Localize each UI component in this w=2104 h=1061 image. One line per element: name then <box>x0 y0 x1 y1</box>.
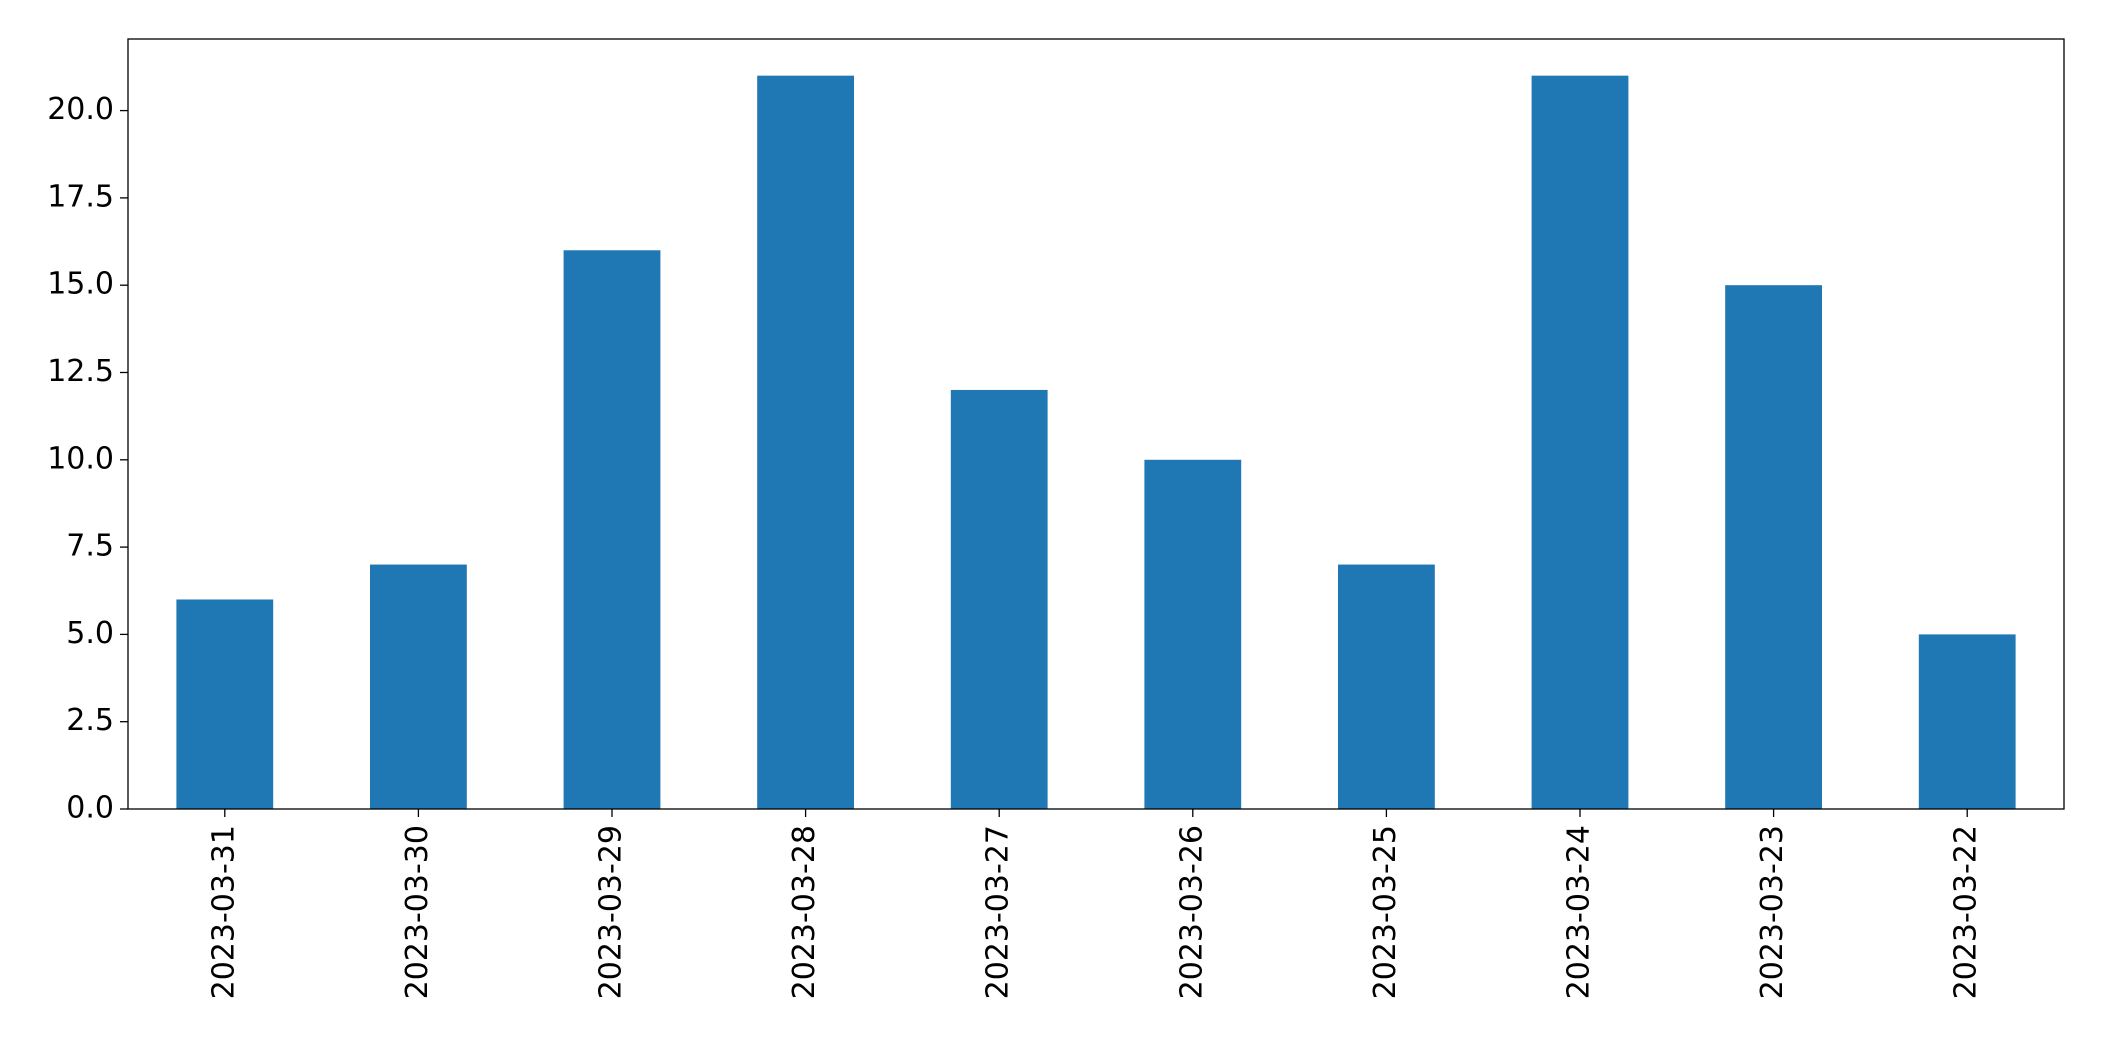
plot-frame <box>127 38 2065 810</box>
y-tick-label: 15.0 <box>47 267 114 302</box>
y-tick-label: 7.5 <box>66 529 114 564</box>
bar <box>176 599 274 809</box>
y-tick-label: 10.0 <box>47 441 114 476</box>
x-tick-label: 2023-03-28 <box>787 825 822 999</box>
x-tick-label: 2023-03-23 <box>1755 825 1790 999</box>
x-tick-label: 2023-03-26 <box>1174 825 1209 999</box>
y-tick-label: 20.0 <box>47 92 114 127</box>
y-tick-label: 0.0 <box>66 791 114 826</box>
bar <box>370 564 467 809</box>
bar <box>563 250 661 809</box>
y-tick-label: 2.5 <box>66 703 114 738</box>
x-tick-label: 2023-03-31 <box>206 825 241 999</box>
x-tick-label: 2023-03-29 <box>594 825 629 999</box>
bar <box>1918 634 2016 809</box>
y-tick-label: 17.5 <box>47 179 114 214</box>
bar <box>757 75 854 809</box>
bar <box>1725 285 1822 809</box>
x-tick-label: 2023-03-24 <box>1562 825 1597 999</box>
x-tick-label: 2023-03-27 <box>981 825 1016 999</box>
x-tick-label: 2023-03-25 <box>1368 825 1403 999</box>
x-tick-label: 2023-03-30 <box>400 825 435 999</box>
x-tick-label: 2023-03-22 <box>1949 825 1984 999</box>
bar <box>1144 459 1242 809</box>
y-tick-label: 12.5 <box>47 354 114 389</box>
bar <box>1531 75 1629 809</box>
bar <box>950 389 1048 809</box>
y-tick-label: 5.0 <box>66 616 114 651</box>
bar <box>1338 564 1435 809</box>
